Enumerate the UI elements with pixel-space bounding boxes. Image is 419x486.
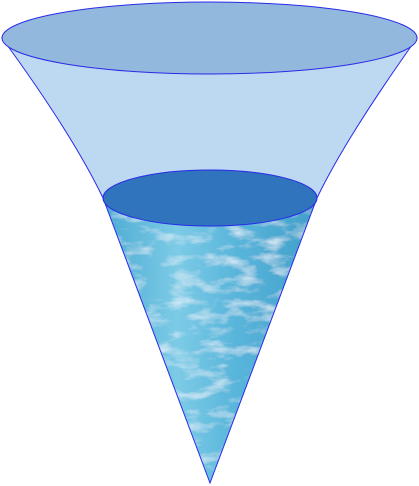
water-outline xyxy=(102,197,318,485)
funnel-rim xyxy=(1,1,418,75)
water-surface xyxy=(102,169,318,227)
water xyxy=(103,198,317,483)
